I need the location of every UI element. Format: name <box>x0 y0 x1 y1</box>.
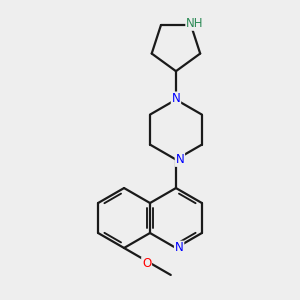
Text: N: N <box>175 242 184 254</box>
Text: N: N <box>176 153 184 166</box>
Text: O: O <box>142 257 151 270</box>
Text: NH: NH <box>186 17 204 30</box>
Text: N: N <box>172 92 180 105</box>
